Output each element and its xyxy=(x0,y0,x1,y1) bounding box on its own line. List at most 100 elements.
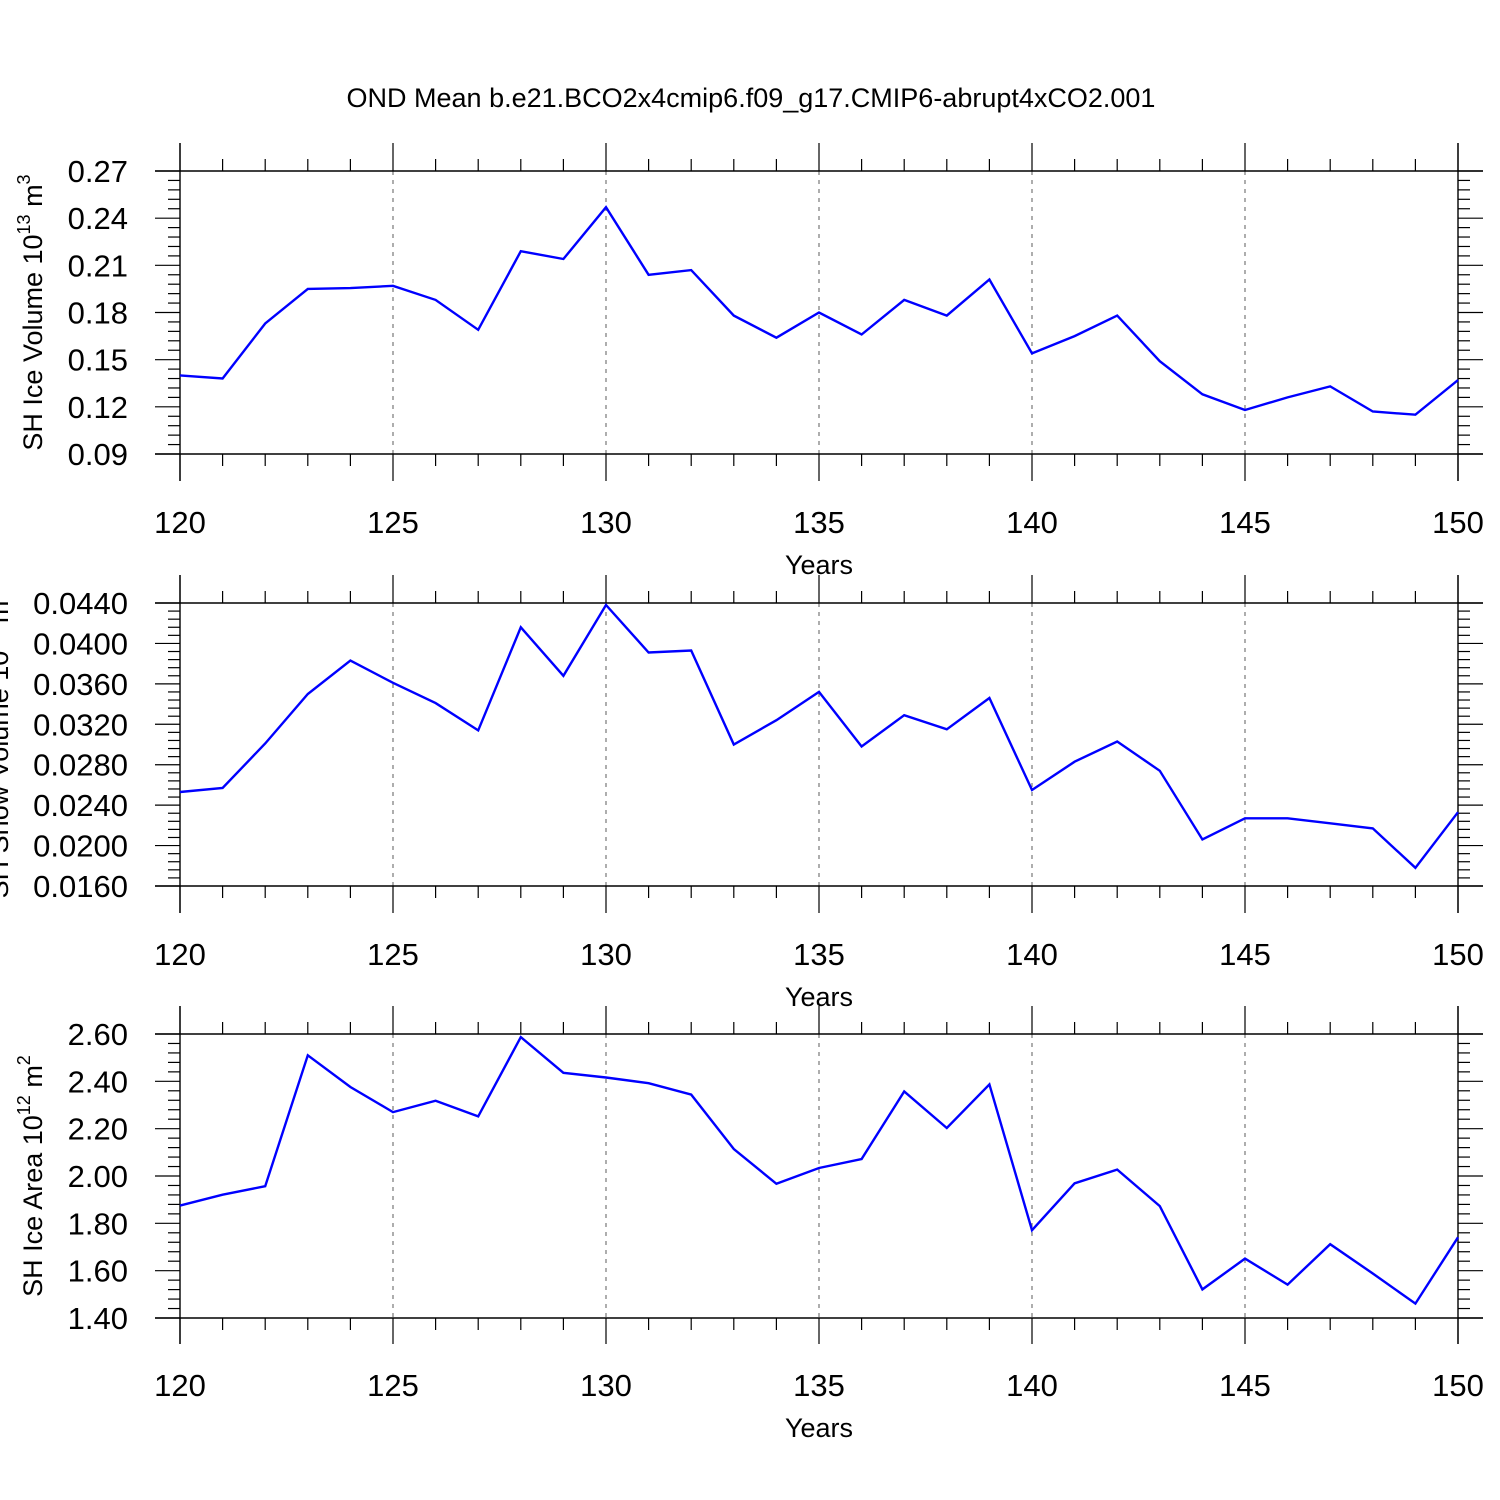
y-axis-title-part: m xyxy=(18,1065,48,1095)
x-tick-label: 135 xyxy=(793,505,845,540)
y-tick-label: 0.27 xyxy=(68,154,128,189)
data-point xyxy=(647,273,651,277)
data-point xyxy=(1030,788,1034,792)
data-point xyxy=(817,1166,821,1170)
data-point xyxy=(732,314,736,318)
data-point xyxy=(817,690,821,694)
data-point xyxy=(391,681,395,685)
panel-1: 0.09 0.12 0.15 0.18 0.21 0.24 0.27 120 125 130 135… xyxy=(14,143,1484,580)
data-point xyxy=(348,286,352,290)
data-point xyxy=(434,701,438,705)
data-point xyxy=(1371,1272,1375,1276)
data-point xyxy=(774,718,778,722)
y-axis-title-sup: 12 xyxy=(14,1095,34,1115)
data-point xyxy=(434,298,438,302)
data-point xyxy=(476,328,480,332)
data-point xyxy=(1200,1287,1204,1291)
data-point xyxy=(306,692,310,696)
data-point xyxy=(476,1114,480,1118)
x-tick-label: 135 xyxy=(793,1368,845,1403)
data-point xyxy=(391,1110,395,1114)
panel-2: 0.0160 0.0200 0.0240 0.0280 0.0320 0.0360 0.04… xyxy=(0,575,1484,1012)
data-point xyxy=(221,377,225,381)
data-point xyxy=(1413,1302,1417,1306)
x-tick-label: 120 xyxy=(154,1368,206,1403)
data-point xyxy=(1073,760,1077,764)
y-tick-label: 0.18 xyxy=(68,296,128,331)
y-tick-label: 1.40 xyxy=(68,1301,128,1336)
y-tick-label: 0.0240 xyxy=(33,788,128,823)
data-point xyxy=(221,786,225,790)
data-point xyxy=(902,1090,906,1094)
data-point xyxy=(348,1085,352,1089)
data-point xyxy=(1200,838,1204,842)
y-axis-title: SH Snow Volume 1013 m3 xyxy=(0,591,14,899)
data-point xyxy=(306,1053,310,1057)
panel-3: 1.40 1.60 1.80 2.00 2.20 2.40 2.60 120 125 130 135… xyxy=(14,1006,1484,1443)
data-point xyxy=(647,1081,651,1085)
data-point xyxy=(1413,866,1417,870)
data-point xyxy=(1030,351,1034,355)
data-point xyxy=(1328,1242,1332,1246)
data-point xyxy=(561,257,565,261)
data-point xyxy=(902,298,906,302)
x-tick-label: 145 xyxy=(1219,937,1271,972)
x-tick-label: 140 xyxy=(1006,937,1058,972)
data-point xyxy=(561,1071,565,1075)
y-tick-label: 0.21 xyxy=(68,248,128,283)
y-tick-label: 2.20 xyxy=(68,1112,128,1147)
data-point xyxy=(1456,1235,1460,1239)
data-point xyxy=(1200,392,1204,396)
x-axis-title: Years xyxy=(785,1413,853,1443)
data-point xyxy=(604,205,608,209)
y-tick-label: 1.60 xyxy=(68,1254,128,1289)
data-point xyxy=(178,790,182,794)
x-tick-label: 140 xyxy=(1006,505,1058,540)
data-point xyxy=(1243,816,1247,820)
data-point xyxy=(1328,821,1332,825)
x-tick-label: 125 xyxy=(367,1368,419,1403)
data-point xyxy=(519,625,523,629)
data-point xyxy=(817,311,821,315)
data-point xyxy=(860,333,864,337)
data-point xyxy=(774,336,778,340)
y-axis-title-part: m xyxy=(0,601,14,631)
data-point xyxy=(306,287,310,291)
data-point xyxy=(1115,314,1119,318)
y-axis-title-part: m xyxy=(18,184,48,214)
y-tick-label: 0.0400 xyxy=(33,626,128,661)
data-point xyxy=(1158,1204,1162,1208)
data-point xyxy=(1371,826,1375,830)
data-point xyxy=(1286,816,1290,820)
data-point xyxy=(689,1093,693,1097)
series-line xyxy=(179,1035,1460,1306)
data-point xyxy=(732,1147,736,1151)
y-tick-label: 0.0440 xyxy=(33,586,128,621)
data-point xyxy=(1371,410,1375,414)
data-point xyxy=(263,741,267,745)
data-point xyxy=(1243,1257,1247,1261)
data-point xyxy=(263,1184,267,1188)
data-point xyxy=(1413,413,1417,417)
data-point xyxy=(945,727,949,731)
x-tick-label: 120 xyxy=(154,505,206,540)
data-point xyxy=(348,659,352,663)
y-axis-title-sup: 13 xyxy=(14,214,34,234)
data-point xyxy=(902,713,906,717)
y-axis-title-part: SH Ice Area 10 xyxy=(18,1115,48,1297)
x-tick-label: 130 xyxy=(580,1368,632,1403)
data-point xyxy=(732,743,736,747)
data-point xyxy=(689,649,693,653)
x-tick-label: 150 xyxy=(1432,1368,1484,1403)
x-tick-label: 140 xyxy=(1006,1368,1058,1403)
data-point xyxy=(519,249,523,253)
y-tick-label: 2.40 xyxy=(68,1064,128,1099)
data-point xyxy=(1158,769,1162,773)
y-tick-label: 0.0200 xyxy=(33,829,128,864)
data-point xyxy=(1456,810,1460,814)
data-point xyxy=(945,314,949,318)
y-tick-label: 0.12 xyxy=(68,390,128,425)
y-tick-label: 0.0360 xyxy=(33,667,128,702)
y-tick-label: 0.0280 xyxy=(33,748,128,783)
data-point xyxy=(434,1099,438,1103)
